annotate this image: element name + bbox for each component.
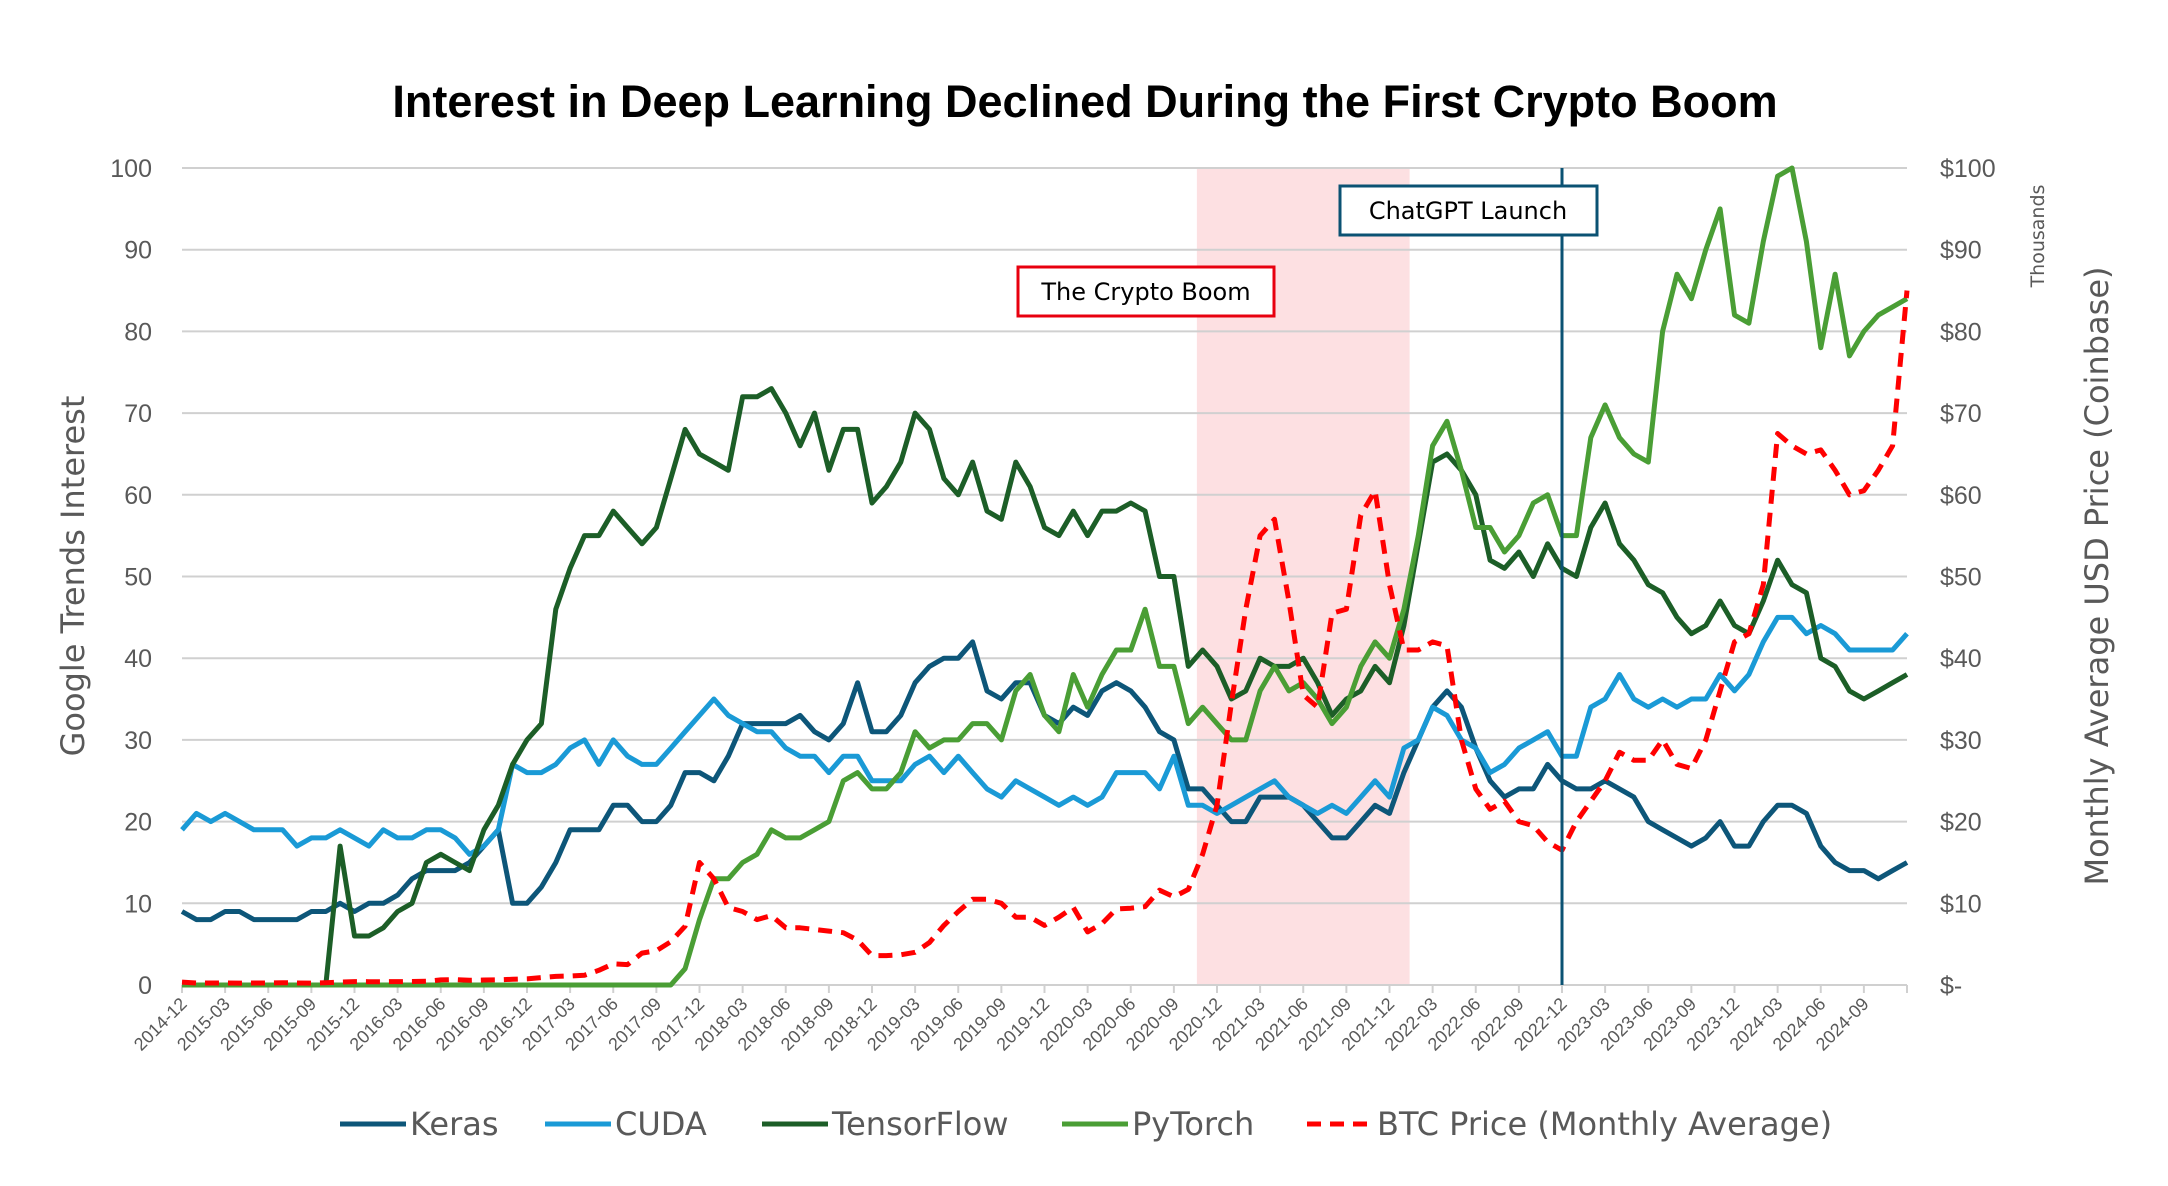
- legend-label: CUDA: [615, 1105, 707, 1143]
- legend-label: PyTorch: [1132, 1105, 1254, 1143]
- y-tick-label: 100: [110, 155, 152, 183]
- y-tick-label: 90: [124, 237, 152, 265]
- y2-tick-label: $70: [1940, 400, 1982, 428]
- y-tick-label: 40: [124, 645, 152, 673]
- legend: Keras CUDA TensorFlow PyTorch BTC Price (Mon…: [340, 1105, 1832, 1143]
- y2-tick-label: $40: [1940, 645, 1982, 673]
- y2-tick-label: $60: [1940, 482, 1982, 510]
- y-axis-left-label: Google Trends Interest: [54, 396, 92, 757]
- y-tick-label: 0: [138, 972, 152, 1000]
- y2-tick-label: $10: [1940, 890, 1982, 918]
- x-axis-ticks: 2014-122015-032015-062015-092015-122016-…: [130, 984, 1908, 1055]
- chart-title: Interest in Deep Learning Declined Durin…: [392, 76, 1777, 127]
- y-tick-label: 50: [124, 564, 152, 592]
- gridlines: [182, 167, 1907, 986]
- y-tick-label: 60: [124, 482, 152, 510]
- series-line-pytorch: [182, 165, 1909, 988]
- y-tick-label: 20: [124, 809, 152, 837]
- y2-tick-label: $-: [1940, 972, 1962, 1000]
- series-line-btc-price-monthly-average: [181, 290, 1910, 986]
- y-axis-left-ticks: 0 10 20 30 40 50 60 70 80 90 100: [110, 155, 152, 1000]
- y-tick-label: 10: [124, 890, 152, 918]
- y2-tick-label: $30: [1940, 727, 1982, 755]
- y-axis-right-unit: Thousands: [2027, 185, 2049, 289]
- y2-tick-label: $20: [1940, 809, 1982, 837]
- series-line-tensorflow: [182, 386, 1909, 988]
- crypto-boom-annotation: The Crypto Boom: [1016, 265, 1276, 318]
- y-tick-label: 80: [124, 318, 152, 346]
- y2-tick-label: $90: [1940, 237, 1982, 265]
- series-line-cuda: [180, 614, 1909, 857]
- legend-label: TensorFlow: [831, 1105, 1009, 1143]
- series-lines: [180, 165, 1910, 988]
- legend-label: BTC Price (Monthly Average): [1377, 1105, 1832, 1143]
- chatgpt-annotation: ChatGPT Launch: [1338, 184, 1599, 237]
- y2-tick-label: $80: [1940, 318, 1982, 346]
- y-axis-right-ticks: $- $10 $20 $30 $40 $50 $60 $70 $80 $90 $100: [1940, 155, 1996, 1000]
- crypto-boom-label: The Crypto Boom: [1040, 278, 1250, 306]
- y-axis-right-label: Monthly Average USD Price (Coinbase): [2078, 267, 2116, 886]
- series-line-keras: [180, 639, 1909, 923]
- legend-label: Keras: [410, 1105, 499, 1143]
- y-tick-label: 70: [124, 400, 152, 428]
- y2-tick-label: $100: [1940, 155, 1996, 183]
- y-tick-label: 30: [124, 727, 152, 755]
- chatgpt-label: ChatGPT Launch: [1369, 197, 1567, 225]
- y2-tick-label: $50: [1940, 564, 1982, 592]
